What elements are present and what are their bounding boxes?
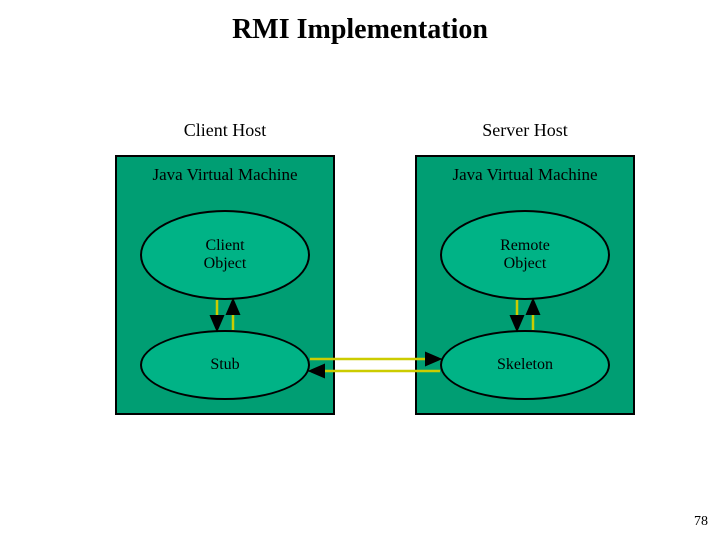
stub-label: Stub <box>210 356 239 374</box>
slide: RMI Implementation Client Host Server Ho… <box>0 0 720 540</box>
remote-object-node: Remote Object <box>440 210 610 300</box>
remote-object-label: Remote Object <box>500 237 550 274</box>
client-object-node: Client Object <box>140 210 310 300</box>
skeleton-label: Skeleton <box>497 356 553 374</box>
skeleton-node: Skeleton <box>440 330 610 400</box>
slide-title: RMI Implementation <box>0 14 720 46</box>
page-number: 78 <box>694 514 708 530</box>
client-host-label: Client Host <box>115 120 335 141</box>
client-object-label: Client Object <box>204 237 247 274</box>
stub-node: Stub <box>140 330 310 400</box>
server-host-label: Server Host <box>415 120 635 141</box>
server-jvm-label: Java Virtual Machine <box>417 165 633 185</box>
client-jvm-label: Java Virtual Machine <box>117 165 333 185</box>
